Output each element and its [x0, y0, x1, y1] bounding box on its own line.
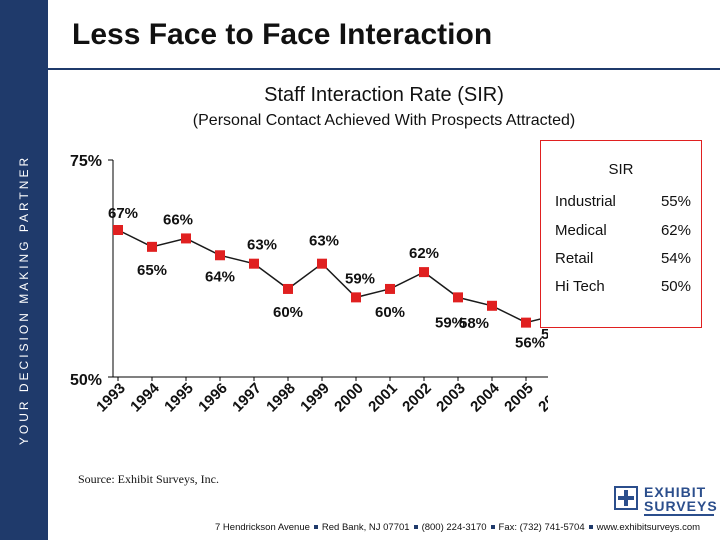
data-label: 56%: [515, 335, 545, 352]
sidebar-tagline: YOUR DECISION MAKING PARTNER: [17, 154, 31, 446]
footer-separator: [413, 525, 418, 530]
data-point: [249, 258, 259, 269]
legend-value: 50%: [660, 278, 691, 295]
footer-address: 7 Hendrickson Avenue: [215, 522, 310, 533]
footer-phone: (800) 224-3170: [421, 522, 487, 533]
x-tick-label: 2002: [399, 380, 435, 416]
x-tick-label: 1996: [195, 380, 231, 416]
data-label: 59%: [345, 270, 375, 287]
x-tick-label: 2000: [331, 380, 367, 416]
x-tick-label: 2006: [535, 380, 548, 416]
data-point: [147, 241, 157, 252]
data-label: 66%: [163, 211, 193, 228]
title-divider: [48, 68, 720, 70]
page-title: Less Face to Face Interaction: [72, 18, 493, 51]
legend-label: Hi Tech: [555, 278, 605, 295]
footer-separator: [588, 525, 593, 530]
sidebar-band: YOUR DECISION MAKING PARTNER: [0, 0, 48, 540]
y-tick-label-top: 75%: [70, 153, 102, 170]
data-label: 67%: [108, 205, 138, 222]
data-label: 58%: [459, 315, 489, 332]
legend-entry-medical: Medical 62%: [555, 222, 691, 242]
data-label: 60%: [375, 304, 405, 321]
x-tick-label: 1999: [297, 380, 333, 416]
data-label: 62%: [409, 245, 439, 262]
x-tick-label: 2004: [467, 379, 503, 415]
legend-value: 55%: [660, 193, 691, 210]
series-line: [117, 229, 548, 324]
legend-label: Retail: [555, 250, 594, 267]
footer-city: Red Bank, NJ 07701: [321, 522, 410, 533]
data-point: [283, 283, 293, 294]
data-point: [181, 233, 191, 244]
x-tick-label: 2001: [365, 380, 401, 416]
data-label: 64%: [205, 268, 235, 285]
footer-separator: [313, 525, 318, 530]
chart-subtitle: (Personal Contact Achieved With Prospect…: [192, 112, 576, 129]
x-tick-label: 2003: [433, 380, 469, 416]
x-tick-label: 1997: [229, 380, 265, 416]
data-point: [215, 250, 225, 261]
sir-line-chart: 75%50%1993199419951996199719981999200020…: [70, 153, 548, 416]
legend-value: 62%: [660, 222, 691, 239]
logo-underline: [644, 514, 714, 516]
x-tick-label: 1994: [127, 379, 163, 415]
legend-value: 54%: [660, 250, 691, 267]
data-point: [487, 300, 497, 311]
logo-text-line2: SURVEYS: [644, 498, 718, 514]
footer-fax: Fax: (732) 741-5704: [498, 522, 585, 533]
footer-separator: [490, 525, 495, 530]
legend-label: Industrial: [555, 193, 616, 210]
x-tick-label: 1998: [263, 380, 299, 416]
data-point: [317, 258, 327, 269]
chart-legend: SIR Industrial 55% Medical 62% Retail 54…: [540, 140, 702, 328]
data-point: [385, 283, 395, 294]
data-point: [419, 267, 429, 278]
legend-entry-retail: Retail 54%: [555, 250, 691, 270]
x-tick-label: 1995: [161, 380, 197, 416]
data-label: 59%: [435, 314, 465, 331]
data-point: [521, 317, 531, 328]
footer-website[interactable]: www.exhibitsurveys.com: [596, 522, 701, 533]
data-point: [453, 292, 463, 303]
legend-title: SIR: [608, 161, 634, 178]
legend-entry-hi-tech: Hi Tech 50%: [555, 278, 691, 298]
data-label: 65%: [137, 262, 167, 279]
logo-text-line1: EXHIBIT: [644, 484, 707, 500]
chart-title: Staff Interaction Rate (SIR): [264, 84, 504, 106]
y-tick-label-bottom: 50%: [70, 372, 102, 389]
data-label: 63%: [309, 233, 339, 250]
data-point: [113, 225, 123, 235]
data-label: 63%: [247, 237, 277, 254]
data-label: 57%: [541, 326, 548, 343]
data-label: 60%: [273, 304, 303, 321]
legend-label: Medical: [555, 222, 607, 239]
data-point: [351, 292, 361, 303]
legend-entry-industrial: Industrial 55%: [555, 193, 691, 213]
x-tick-label: 2005: [501, 380, 537, 416]
exhibit-surveys-logo: EXHIBIT SURVEYS: [614, 484, 717, 516]
cross-logo-icon: [614, 486, 638, 510]
source-note: Source: Exhibit Surveys, Inc.: [78, 472, 219, 486]
